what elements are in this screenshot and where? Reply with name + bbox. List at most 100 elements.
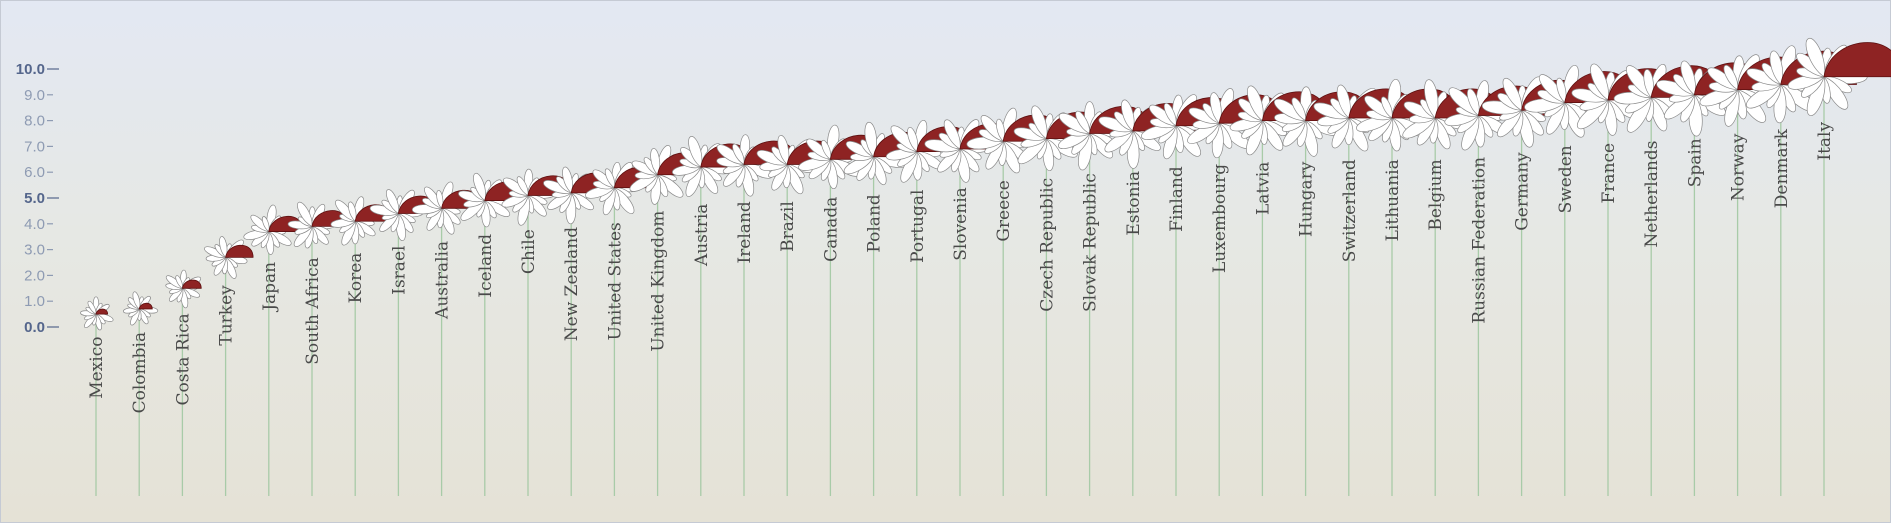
petal (1075, 110, 1090, 135)
petal (907, 127, 918, 153)
flower: United Kingdom (629, 145, 709, 496)
flower: Finland (1141, 94, 1241, 496)
petal (1291, 97, 1306, 122)
flower: Brazil (756, 135, 841, 496)
petal (650, 148, 661, 176)
country-label: United States (605, 222, 625, 340)
flower: Israel (369, 189, 439, 496)
petal (604, 168, 616, 189)
country-label: Brazil (778, 201, 798, 252)
flower: Ireland (716, 134, 798, 496)
petal (297, 201, 313, 227)
country-label: Israel (389, 246, 409, 295)
petal (1336, 84, 1351, 119)
value-petal (95, 308, 108, 315)
y-tick-label: 5.0 (24, 190, 45, 207)
petal (516, 176, 529, 196)
country-label: United Kingdom (649, 211, 669, 352)
petal (385, 189, 400, 215)
y-tick-label: 2.0 (24, 267, 45, 284)
petal (821, 140, 832, 160)
country-label: Iceland (476, 234, 496, 298)
flower: New Zealand (543, 166, 618, 496)
y-tick-label: 1.0 (24, 293, 45, 310)
country-label: Hungary (1297, 161, 1317, 237)
country-label: Estonia (1124, 171, 1144, 236)
country-label: Denmark (1772, 128, 1792, 208)
petal (1643, 69, 1654, 98)
petal (473, 173, 486, 202)
flower: Netherlands (1613, 64, 1724, 496)
country-label: Sweden (1556, 145, 1576, 213)
country-label: Latvia (1253, 162, 1273, 215)
flower: Estonia (1098, 99, 1196, 496)
y-tick-label: 6.0 (24, 164, 45, 181)
petal (1590, 63, 1609, 101)
petal (1424, 79, 1439, 119)
country-label: Luxembourg (1210, 164, 1230, 273)
petal (1247, 85, 1264, 122)
country-label: New Zealand (562, 227, 582, 341)
petal (1031, 105, 1048, 140)
country-label: Ireland (735, 201, 755, 263)
petal (1209, 92, 1222, 124)
country-label: France (1599, 143, 1619, 204)
country-label: Slovenia (951, 187, 971, 261)
y-tick-label: 3.0 (24, 242, 45, 259)
petal (688, 136, 703, 168)
country-label: Costa Rica (173, 313, 193, 405)
petal (943, 119, 961, 150)
petal (996, 118, 1005, 142)
value-petal (225, 244, 254, 258)
petal (261, 216, 270, 233)
flower: Korea (330, 196, 394, 496)
country-label: Colombia (130, 332, 150, 414)
petal (1121, 99, 1135, 132)
flower: Hungary (1274, 86, 1372, 496)
petal (1556, 77, 1567, 104)
petal (1502, 78, 1522, 111)
petal (1467, 88, 1480, 117)
flower: Canada (798, 124, 886, 496)
y-tick-label: 0.0 (24, 319, 45, 336)
flower: Japan (243, 204, 304, 496)
country-label: Lithuania (1383, 159, 1403, 241)
flower: Australia (411, 181, 484, 496)
y-tick-label: 8.0 (24, 113, 45, 130)
petal (348, 201, 357, 222)
petal (562, 166, 573, 194)
country-label: Switzerland (1340, 159, 1360, 262)
country-label: Russian Federation (1469, 157, 1489, 324)
petal (864, 121, 877, 158)
country-label: Australia (433, 241, 453, 320)
petal (1723, 65, 1739, 91)
country-label: Spain (1685, 138, 1705, 187)
flower: Mexico (80, 296, 114, 496)
y-axis: 10.0 9.0 8.0 7.0 6.0 5.0 4.0 3.0 2.0 1.0 0.0 (16, 61, 59, 336)
country-label: Germany (1513, 152, 1533, 231)
petal (777, 135, 790, 166)
flowers: Mexico Colombia Costa Rica Turkey Japan South… (80, 38, 1891, 496)
y-tick-label: 7.0 (24, 138, 45, 155)
country-label: Netherlands (1642, 141, 1662, 248)
flower: Czech Republic (1013, 105, 1108, 496)
flower: South Africa (287, 201, 349, 496)
flower: Italy (1787, 38, 1891, 496)
petal (175, 275, 183, 289)
flower: Norway (1699, 54, 1813, 496)
country-label: Norway (1729, 133, 1749, 201)
flower: Colombia (123, 291, 159, 496)
petal (436, 190, 444, 209)
country-label: Canada (821, 197, 841, 262)
country-label: Belgium (1426, 159, 1446, 230)
petal (1163, 103, 1177, 127)
petal (1680, 60, 1696, 96)
country-label: Czech Republic (1037, 178, 1057, 312)
value-petal (138, 302, 153, 310)
country-label: Austria (692, 204, 712, 267)
country-label: Finland (1167, 166, 1187, 232)
country-label: Chile (519, 229, 539, 274)
flower: Spain (1656, 60, 1768, 496)
